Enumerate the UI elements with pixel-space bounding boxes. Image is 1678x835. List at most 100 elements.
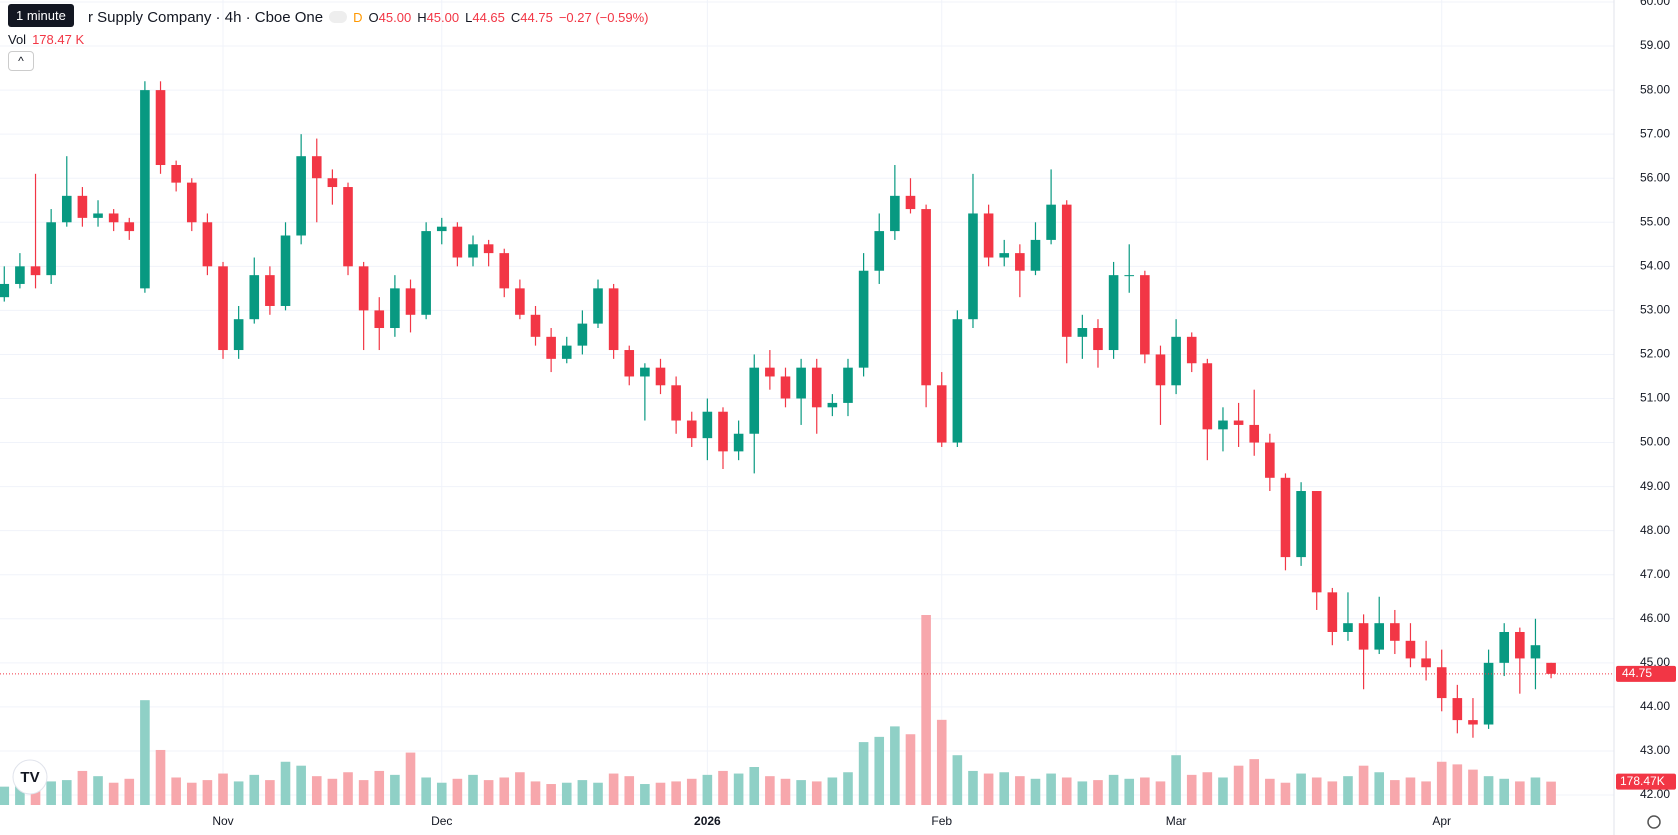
candle-body [77, 195, 88, 218]
volume-bar [546, 784, 556, 805]
volume-bar [77, 770, 88, 805]
volume-bar [1202, 772, 1213, 805]
volume-bar [874, 736, 885, 805]
volume-bar [1249, 759, 1260, 805]
candle-body [124, 222, 135, 232]
candle-body [952, 319, 963, 443]
volume-bar [718, 770, 728, 805]
volume-bar [749, 767, 760, 805]
candle-body [733, 433, 744, 452]
x-tick-label: Nov [212, 814, 233, 828]
candle-body [186, 182, 197, 223]
candle-body [686, 420, 697, 439]
volume-bar [952, 755, 963, 805]
candle-body [155, 90, 166, 166]
candle-body [421, 231, 431, 315]
volume-bar [593, 782, 603, 805]
candle-body [1108, 275, 1119, 351]
volume-bar [1499, 778, 1510, 805]
volume-bar [921, 615, 931, 805]
volume-bar [1186, 774, 1197, 805]
candle-body [1515, 631, 1525, 659]
candle-body [343, 187, 353, 267]
candle-body [905, 195, 916, 210]
y-tick-label: 51.00 [1640, 391, 1670, 405]
vol-value: 178.47 K [32, 31, 85, 47]
candle-body [452, 226, 463, 258]
volume-bar [1436, 761, 1447, 805]
price-axis: 42.00 43.00 44.00 45.00 46.00 47.00 48.00 49.00… [1616, 0, 1676, 801]
candle-body [1530, 645, 1541, 659]
volume-bar [1171, 755, 1181, 805]
last-volume-label: 178.47K [1620, 774, 1665, 788]
candle-body [483, 244, 494, 254]
y-tick-label: 47.00 [1640, 567, 1670, 581]
volume-bar [655, 782, 666, 805]
volume-bar [827, 777, 838, 805]
candle-body [280, 235, 291, 306]
volume-bar [1093, 780, 1103, 805]
volume-bar [1530, 777, 1541, 805]
volume-bar [140, 700, 150, 805]
candle-body [140, 90, 150, 289]
volume-bar [218, 773, 228, 805]
candle-body [202, 222, 213, 267]
ohlc-key: L [465, 9, 473, 25]
candle-body [780, 376, 791, 399]
candle-body [890, 195, 900, 232]
volume-bar [1030, 778, 1041, 805]
vol-label: Vol [8, 31, 27, 47]
candle-body [593, 288, 603, 324]
volume-bar [436, 782, 447, 805]
last-volume-box [1616, 773, 1676, 790]
volume-bar [936, 719, 947, 805]
candle-body [827, 402, 838, 408]
candle-body [1140, 275, 1150, 355]
candle-body [1046, 204, 1056, 240]
candle-body [171, 165, 181, 183]
volume-bar [1546, 781, 1556, 805]
volume-bar [608, 773, 619, 805]
volume-bar [202, 780, 213, 805]
candle-body [655, 367, 666, 386]
candle-body [702, 411, 713, 439]
candle-body [1280, 477, 1291, 558]
y-tick-label: 58.00 [1640, 82, 1670, 96]
candle-body [968, 213, 978, 320]
y-tick-label: 45.00 [1640, 655, 1670, 669]
volume-bar [1483, 776, 1494, 805]
x-tick-label: Feb [931, 814, 952, 828]
candle-body [1405, 640, 1416, 659]
volume-bar [499, 777, 510, 805]
y-tick-label: 56.00 [1640, 170, 1670, 184]
collapse-button[interactable]: ^ [8, 51, 34, 71]
volume-bar [1124, 778, 1135, 805]
ohlc-value: 45.00 [426, 9, 460, 25]
volume-bar [905, 734, 916, 805]
volume-bar [1046, 773, 1056, 805]
candle-body [1468, 720, 1478, 725]
volume-bar [265, 780, 275, 805]
y-tick-label: 53.00 [1640, 303, 1670, 317]
volume-bar [983, 773, 994, 805]
candle-body [983, 213, 994, 258]
candle-body [530, 314, 541, 337]
y-tick-label: 48.00 [1640, 523, 1670, 537]
toggle[interactable] [329, 11, 348, 23]
candle-body [811, 367, 822, 408]
volume-bar [93, 776, 103, 805]
volume-bar [46, 781, 56, 805]
volume-bar [155, 749, 166, 805]
settings-icon[interactable] [1647, 815, 1661, 829]
volume-bar [843, 772, 853, 805]
candle-body [1061, 204, 1072, 337]
candle-body [577, 323, 588, 346]
candle-body [1343, 623, 1353, 632]
y-tick-label: 55.00 [1640, 214, 1670, 228]
candle-body [1265, 442, 1275, 478]
logo-mark: TV [20, 769, 39, 786]
volume-bar [530, 781, 541, 805]
plot: Nov Dec 2026 Feb Mar Apr [0, 0, 1614, 828]
candle-body [858, 270, 869, 368]
